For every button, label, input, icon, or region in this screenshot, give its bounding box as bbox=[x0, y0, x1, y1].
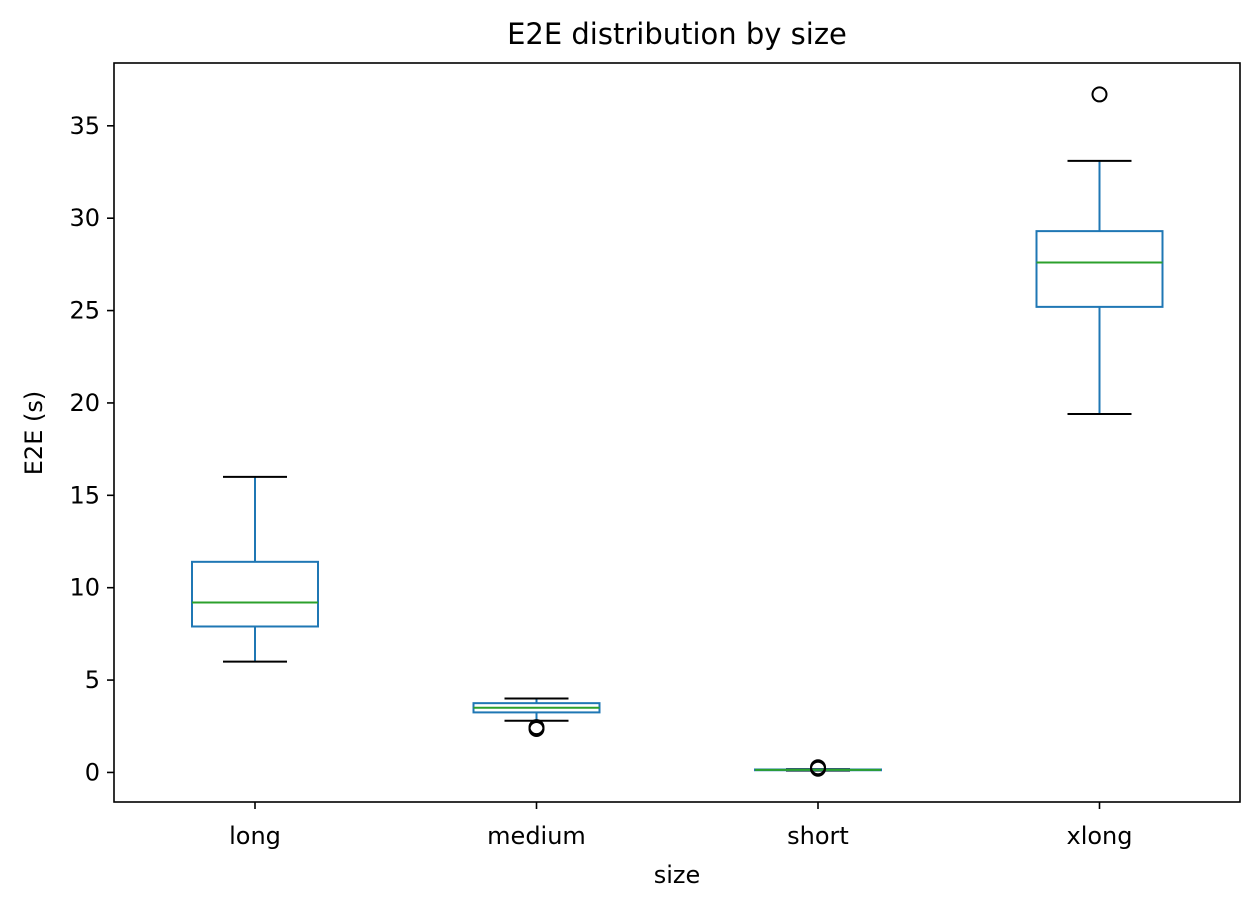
y-tick-label: 0 bbox=[85, 758, 100, 786]
box-short bbox=[754, 759, 882, 777]
x-tick-label: medium bbox=[487, 822, 586, 850]
iqr-box bbox=[191, 560, 319, 628]
y-axis: 0 5 10 15 20 25 30 35 bbox=[69, 112, 114, 786]
x-axis-label: size bbox=[654, 861, 701, 889]
box-medium bbox=[472, 697, 601, 738]
plot-frame bbox=[113, 62, 1241, 803]
y-tick-label: 20 bbox=[69, 389, 100, 417]
outlier-point bbox=[528, 719, 545, 736]
box-xlong bbox=[1035, 86, 1164, 416]
y-tick-label: 15 bbox=[69, 481, 100, 509]
y-tick-label: 35 bbox=[69, 112, 100, 140]
y-tick-label: 10 bbox=[69, 574, 100, 602]
box-long bbox=[191, 475, 319, 663]
x-axis: long medium short xlong bbox=[229, 802, 1133, 850]
x-tick-label: short bbox=[787, 822, 849, 850]
x-tick-label: long bbox=[229, 822, 281, 850]
outlier-point bbox=[810, 759, 826, 776]
outlier-point bbox=[1091, 86, 1108, 103]
y-tick-label: 5 bbox=[85, 666, 100, 694]
x-tick-label: xlong bbox=[1067, 822, 1133, 850]
y-tick-label: 25 bbox=[69, 297, 100, 325]
chart-title: E2E distribution by size bbox=[507, 17, 847, 51]
plot-area bbox=[191, 86, 1164, 777]
y-axis-label: E2E (s) bbox=[20, 391, 48, 475]
y-tick-label: 30 bbox=[69, 204, 100, 232]
iqr-box bbox=[1035, 230, 1164, 308]
